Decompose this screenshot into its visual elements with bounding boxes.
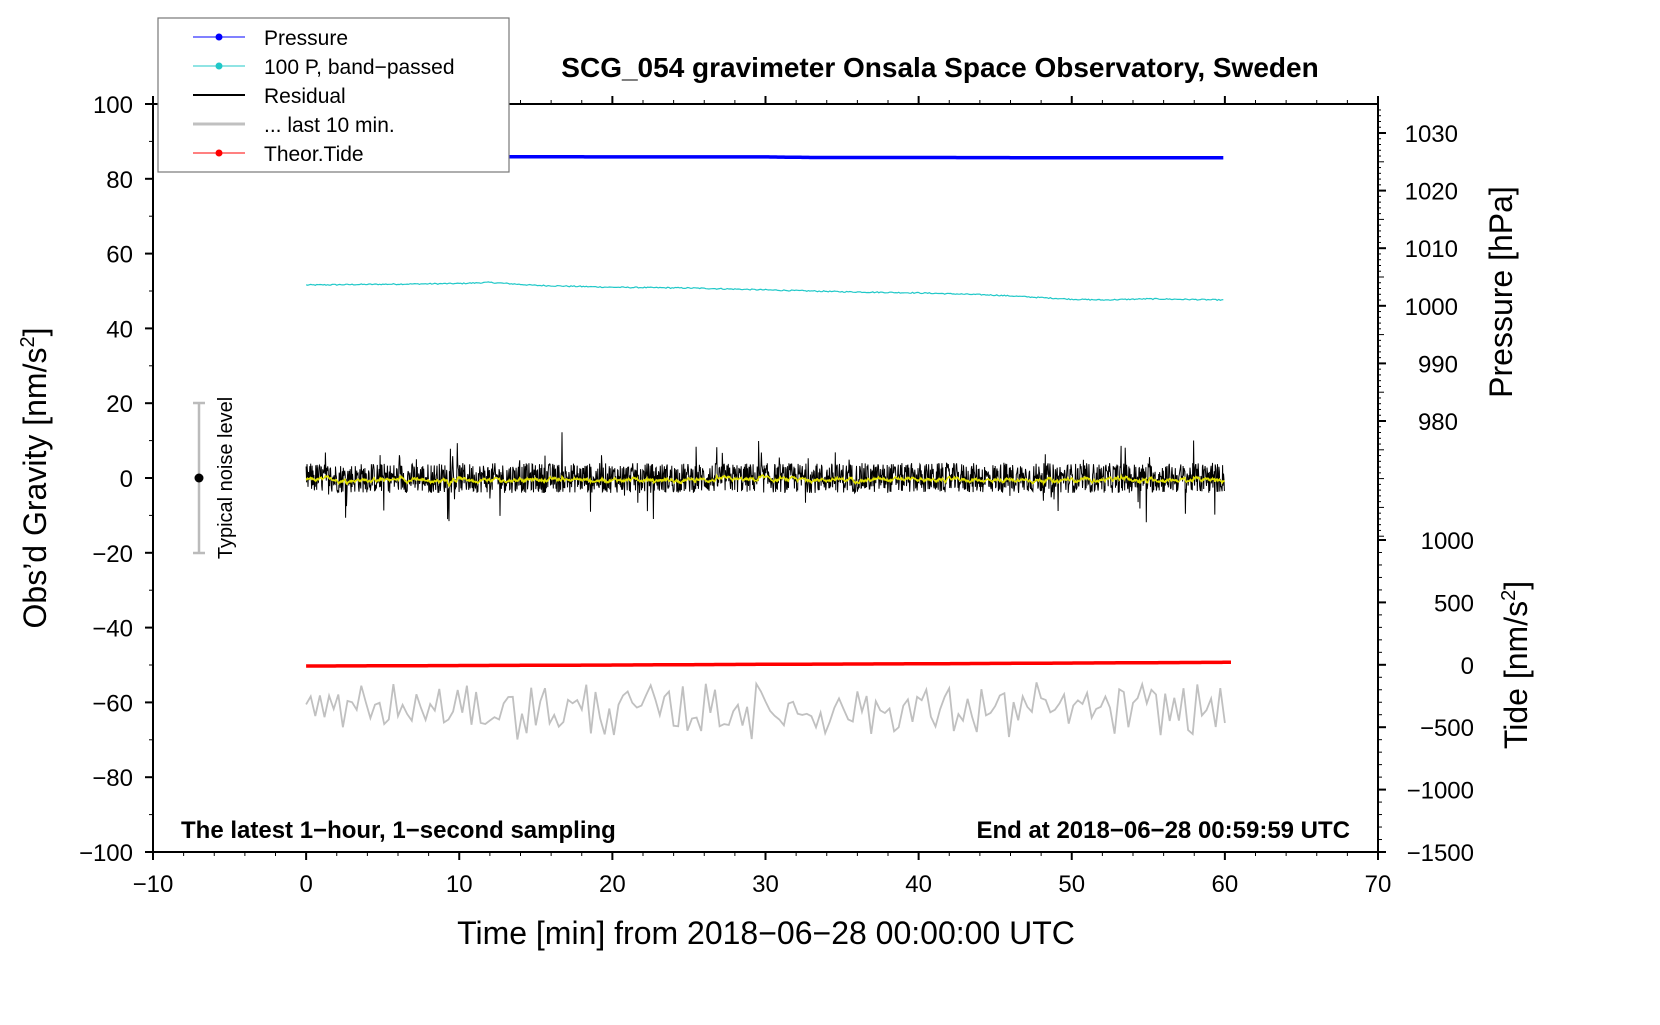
noise-center-dot: [194, 473, 204, 483]
legend-label: 100 P, band−passed: [264, 56, 455, 79]
pressure-axis-label: Pressure [hPa]: [1483, 186, 1519, 398]
y-tick-label: 100: [93, 92, 133, 119]
x-tick-label: −10: [133, 871, 174, 898]
series-residual: [305, 432, 1225, 523]
legend: Pressure 100 P, band−passed Residual ... la…: [157, 17, 510, 173]
y-tick-label: −100: [79, 840, 133, 867]
annotation-end-time: End at 2018−06−28 00:59:59 UTC: [976, 817, 1350, 844]
y-tick-label: 0: [120, 466, 133, 493]
noise-level-label: Typical noise level: [215, 397, 237, 559]
pressure-tick-label: 1010: [1405, 236, 1458, 263]
pressure-tick-label: 990: [1418, 351, 1458, 378]
legend-marker: [215, 33, 223, 41]
y-tick-label: −20: [92, 541, 133, 568]
legend-marker: [215, 149, 223, 157]
legend-label: Residual: [264, 85, 346, 108]
tide-tick-label: −1000: [1407, 778, 1474, 805]
tide-axis-label: Tide [nm/s2]: [1498, 581, 1534, 749]
series-100-p-band-passed: [305, 281, 1224, 302]
pressure-tick-label: 1000: [1405, 294, 1458, 321]
pressure-tick-label: 1020: [1405, 179, 1458, 206]
series-theor-tide: [306, 660, 1231, 668]
pressure-tick-label: 1030: [1405, 121, 1458, 148]
x-tick-label: 70: [1365, 871, 1392, 898]
plot-content: [305, 154, 1231, 740]
legend-label: Pressure: [264, 27, 348, 50]
axis-ticks: −10 0 10 20 30 40 50 60 70100806040200−20−40−60−…: [79, 92, 1474, 898]
tide-tick-label: 0: [1461, 653, 1474, 680]
x-tick-label: 40: [905, 871, 932, 898]
series-residual-smoothed: [305, 473, 1226, 487]
pressure-tick-label: 980: [1418, 409, 1458, 436]
tide-tick-label: 1000: [1421, 528, 1474, 555]
y-tick-label: −40: [92, 616, 133, 643]
y-tick-label: 40: [106, 316, 133, 343]
annotation-sampling: The latest 1−hour, 1−second sampling: [181, 817, 616, 844]
x-tick-label: 20: [599, 871, 626, 898]
tide-tick-label: −1500: [1407, 840, 1474, 867]
y-tick-label: −80: [92, 765, 133, 792]
y-tick-label: 60: [106, 242, 133, 269]
y-tick-label: 20: [106, 391, 133, 418]
tide-tick-label: −500: [1420, 715, 1474, 742]
tide-tick-label: 500: [1434, 590, 1474, 617]
noise-level-indicator: Typical noise level: [193, 397, 237, 559]
x-axis-label: Time [min] from 2018−06−28 00:00:00 UTC: [457, 915, 1075, 951]
x-tick-label: 30: [752, 871, 779, 898]
legend-label: ... last 10 min.: [264, 114, 395, 137]
chart-title: SCG_054 gravimeter Onsala Space Observat…: [561, 52, 1318, 83]
series-last-10-min: [305, 680, 1226, 740]
x-tick-label: 0: [299, 871, 312, 898]
x-tick-label: 60: [1212, 871, 1239, 898]
legend-marker: [215, 62, 223, 70]
legend-label: Theor.Tide: [264, 143, 364, 166]
x-tick-label: 50: [1058, 871, 1085, 898]
y-axis-label: Obs’d Gravity [nm/s2]: [17, 328, 53, 629]
y-tick-label: −60: [92, 690, 133, 717]
y-tick-label: 80: [106, 167, 133, 194]
x-tick-label: 10: [446, 871, 473, 898]
